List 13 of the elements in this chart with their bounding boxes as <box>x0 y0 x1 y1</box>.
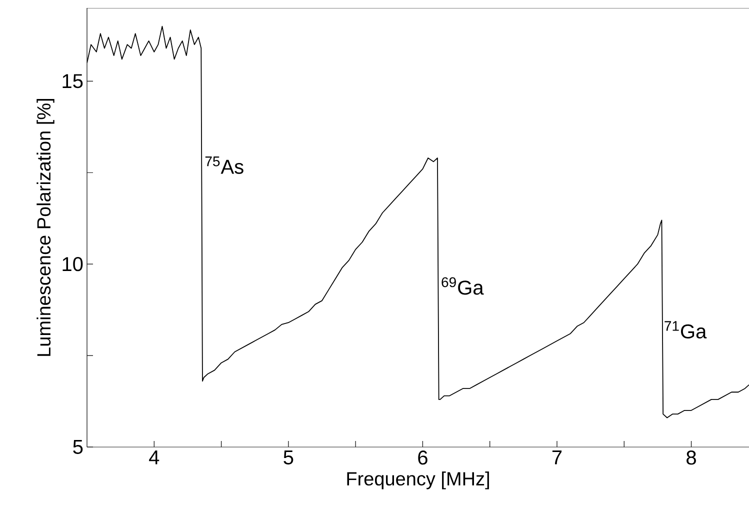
y-axis-title: Luminescence Polarization [%] <box>36 99 54 356</box>
y-tick-label: 10 <box>62 257 83 272</box>
annotation: $^{75}$As <box>205 156 244 174</box>
annotation: $^{71}$Ga <box>664 321 707 339</box>
y-tick-label: 5 <box>73 440 83 454</box>
y-tick-label: 15 <box>62 74 83 88</box>
x-tick-label: 4 <box>149 450 160 464</box>
x-tick-label: 7 <box>552 450 562 464</box>
x-tick-label: 6 <box>418 450 428 465</box>
annotation: $^{69}$Ga <box>442 277 484 295</box>
x-axis-title: Frequency [MHz] <box>347 472 489 490</box>
x-tick-label: 8 <box>686 450 696 465</box>
x-tick-label: 5 <box>284 450 294 464</box>
